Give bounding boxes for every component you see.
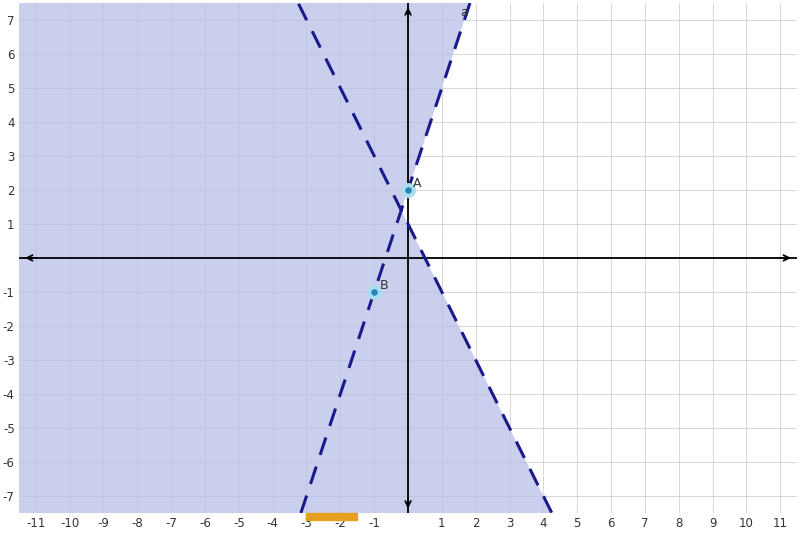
Text: A: A [413, 177, 422, 190]
Text: a: a [461, 6, 468, 19]
Point [402, 185, 414, 194]
Polygon shape [19, 3, 552, 513]
Text: B: B [379, 279, 388, 292]
Point [368, 288, 381, 296]
